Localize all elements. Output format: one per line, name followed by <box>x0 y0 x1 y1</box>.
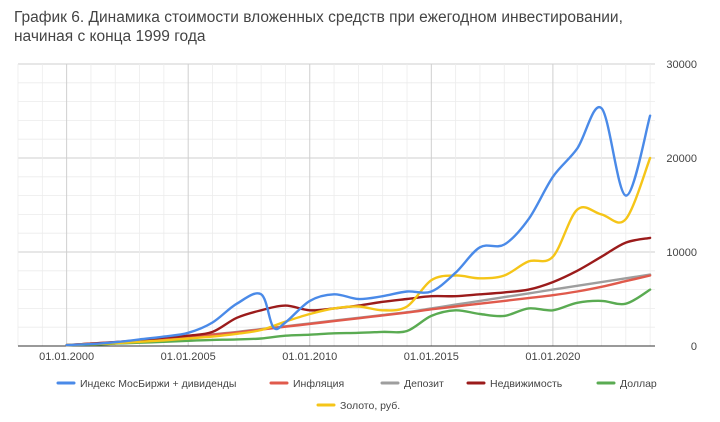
series-line <box>65 156 652 347</box>
series-lines <box>65 106 652 347</box>
series-line <box>65 288 652 347</box>
chart-title: График 6. Динамика стоимости вложенных с… <box>14 8 714 46</box>
legend-label: Инфляция <box>293 378 344 390</box>
legend-label: Недвижимость <box>490 378 563 390</box>
legend-label: Депозит <box>404 378 444 390</box>
x-tick-label: 01.01.2000 <box>39 351 94 363</box>
chart-title-line-1: График 6. Динамика стоимости вложенных с… <box>14 9 623 26</box>
legend-label: Доллар <box>620 378 657 390</box>
y-tick-label: 0 <box>691 341 697 353</box>
series-line <box>65 106 652 347</box>
x-tick-label: 01.01.2015 <box>404 351 459 363</box>
x-tick-label: 01.01.2005 <box>161 351 216 363</box>
axes: 0 10000 20000 30000 01.01.2000 01.01.2005 01.0… <box>18 59 697 363</box>
x-tick-label: 01.01.2010 <box>282 351 337 363</box>
y-tick-label: 30000 <box>666 59 697 71</box>
y-tick-label: 10000 <box>666 247 697 259</box>
x-tick-label: 01.01.2020 <box>525 351 580 363</box>
legend: Индекс МосБиржи + дивиденды Инфляция Депоз… <box>56 378 657 412</box>
chart-title-line-2: начиная с конца 1999 года <box>14 28 206 45</box>
grid-lines <box>17 63 655 347</box>
y-tick-label: 20000 <box>666 153 697 165</box>
legend-label: Индекс МосБиржи + дивиденды <box>80 378 236 390</box>
legend-label: Золото, руб. <box>340 400 400 412</box>
